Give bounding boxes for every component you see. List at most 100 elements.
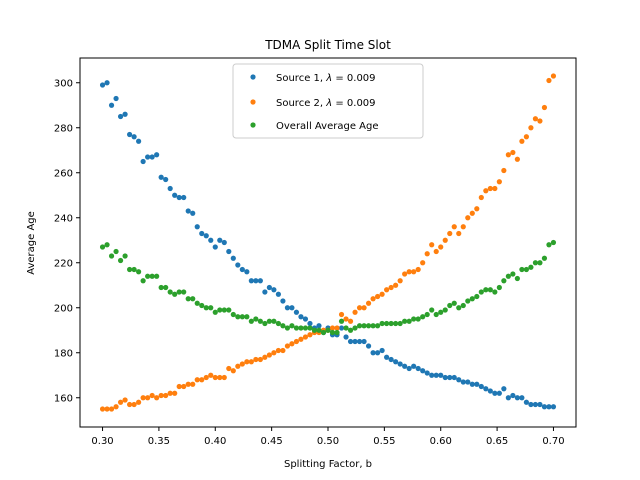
data-point-series-2-76 (438, 244, 444, 250)
data-point-series-2-63 (379, 291, 385, 297)
data-point-series-3-93 (514, 275, 520, 282)
data-point-series-1-85 (478, 383, 484, 390)
data-point-series-1-94 (519, 395, 525, 401)
data-point-series-1-6 (122, 111, 128, 117)
data-point-series-3-68 (402, 318, 408, 324)
data-point-series-3-87 (487, 287, 493, 293)
data-point-series-3-43 (289, 323, 295, 329)
data-point-series-3-67 (397, 320, 403, 327)
data-point-series-3-57 (352, 325, 358, 331)
data-point-series-3-59 (361, 323, 367, 329)
data-point-series-1-60 (365, 343, 372, 349)
data-point-series-1-57 (352, 338, 358, 345)
data-point-series-3-13 (154, 273, 160, 279)
data-point-series-1-19 (181, 194, 187, 201)
data-point-series-2-71 (415, 266, 421, 273)
data-point-series-2-90 (501, 167, 507, 174)
data-point-series-2-24 (203, 374, 209, 381)
data-point-series-2-42 (284, 343, 291, 349)
data-point-series-1-2 (104, 80, 110, 86)
data-point-series-2-78 (447, 230, 453, 237)
data-point-series-1-15 (163, 176, 169, 183)
data-point-series-3-20 (185, 296, 191, 302)
data-point-series-3-34 (248, 318, 254, 324)
data-point-series-1-82 (465, 379, 471, 385)
data-point-series-1-74 (429, 372, 435, 378)
data-point-series-3-89 (496, 284, 502, 291)
data-point-series-1-95 (523, 399, 530, 405)
data-point-series-1-69 (406, 365, 412, 372)
data-point-series-2-100 (546, 77, 552, 84)
data-point-series-3-36 (257, 318, 263, 324)
data-point-series-2-86 (483, 188, 489, 194)
x-axis-label: Splitting Factor, b (284, 459, 372, 470)
data-point-series-2-85 (478, 194, 484, 201)
y-tick-label: 280 (54, 123, 73, 134)
data-point-series-2-25 (208, 372, 214, 378)
data-point-series-3-16 (167, 289, 173, 295)
data-point-series-2-60 (365, 300, 372, 306)
data-point-series-1-63 (379, 347, 385, 354)
data-point-series-3-88 (492, 289, 498, 295)
legend-label-overall: Overall Average Age (276, 121, 379, 132)
data-point-series-3-3 (108, 253, 115, 259)
data-point-series-2-55 (343, 316, 349, 322)
data-point-series-1-42 (284, 305, 291, 311)
data-point-series-2-80 (456, 230, 462, 237)
data-point-series-1-66 (393, 359, 399, 365)
data-point-series-2-27 (217, 374, 223, 381)
data-point-series-3-94 (519, 266, 525, 273)
data-point-series-2-81 (460, 224, 466, 230)
data-point-series-2-46 (302, 334, 309, 340)
data-point-series-1-72 (420, 368, 426, 374)
data-point-series-2-69 (406, 269, 412, 275)
data-point-series-2-54 (338, 311, 345, 318)
data-point-series-1-68 (402, 363, 408, 369)
x-tick-label: 0.30 (91, 436, 113, 447)
data-point-series-3-53 (334, 329, 340, 336)
data-point-series-3-11 (145, 273, 151, 279)
data-point-series-1-22 (194, 224, 200, 230)
legend-marker-overall (250, 122, 256, 128)
data-point-series-2-32 (239, 361, 245, 367)
data-point-series-2-11 (145, 395, 151, 401)
data-point-series-1-70 (411, 363, 417, 369)
data-point-series-1-46 (302, 316, 309, 322)
data-point-series-3-42 (284, 325, 291, 331)
data-point-series-1-11 (145, 154, 151, 160)
data-point-series-2-13 (154, 395, 160, 401)
data-point-series-1-62 (375, 350, 381, 356)
data-point-series-1-27 (217, 237, 223, 243)
data-point-series-1-58 (356, 338, 363, 345)
data-point-series-3-22 (194, 300, 200, 306)
data-point-series-2-64 (384, 287, 390, 293)
legend-label-source-1: Source 1, λ = 0.009 (276, 73, 376, 84)
data-point-series-2-88 (492, 185, 498, 192)
data-point-series-1-10 (140, 158, 146, 165)
data-point-series-3-97 (532, 260, 539, 266)
data-point-series-2-57 (352, 309, 358, 315)
data-point-series-2-66 (393, 282, 399, 288)
data-point-series-1-36 (257, 278, 263, 284)
data-point-series-3-21 (190, 296, 196, 302)
data-point-series-1-1 (99, 82, 106, 88)
y-tick-label: 240 (54, 213, 73, 224)
data-point-series-3-101 (550, 239, 557, 246)
data-point-series-1-79 (451, 374, 457, 381)
data-point-series-1-97 (532, 401, 539, 408)
data-point-series-3-91 (505, 273, 511, 279)
data-point-series-2-96 (528, 125, 534, 131)
data-point-series-3-38 (266, 318, 272, 324)
data-point-series-3-48 (311, 327, 318, 333)
data-point-series-2-35 (253, 356, 259, 363)
data-point-series-2-83 (469, 210, 475, 216)
data-point-series-2-6 (122, 397, 128, 403)
data-point-series-1-76 (438, 372, 444, 378)
data-point-series-1-30 (230, 255, 236, 261)
data-point-series-1-8 (131, 134, 137, 140)
data-point-series-1-84 (474, 381, 480, 387)
data-point-series-1-12 (149, 154, 155, 160)
data-point-series-2-73 (424, 251, 430, 257)
data-point-series-2-53 (334, 325, 340, 331)
data-point-series-2-2 (104, 406, 110, 412)
